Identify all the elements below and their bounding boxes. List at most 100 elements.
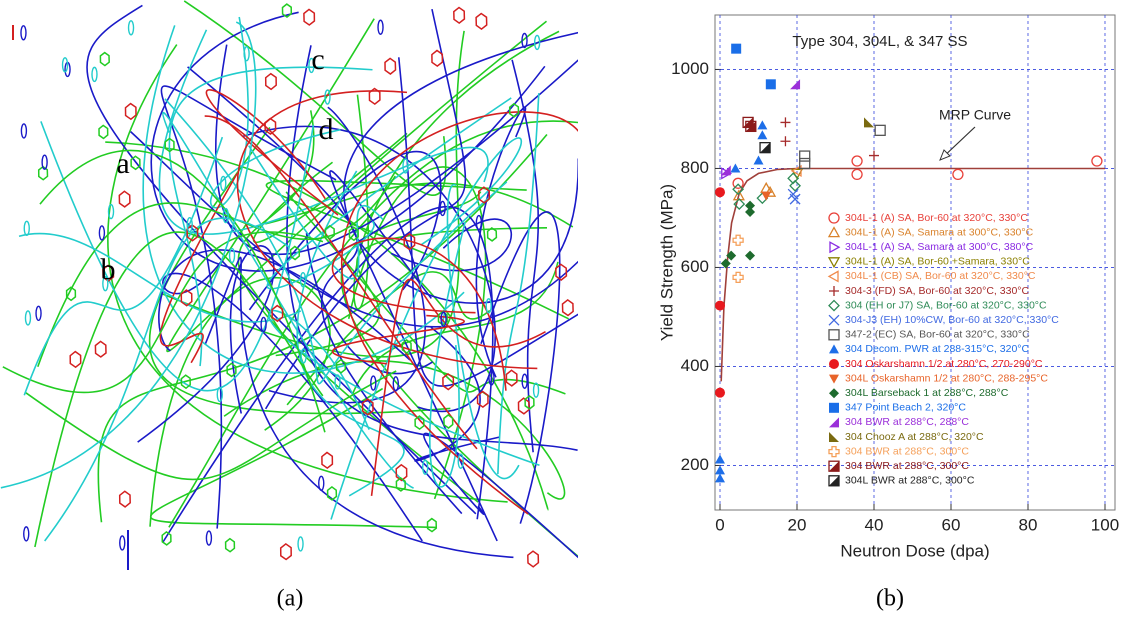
dislocation-line [340,111,578,515]
marker-part [829,286,839,296]
annotation: MRP Curve [939,107,1011,123]
defect-loop [118,490,131,508]
marker-part [828,299,840,312]
dislocation-line [209,16,341,209]
defect-loop [361,398,374,416]
defect-loop [264,72,277,91]
dislocation-line [105,141,549,511]
y-tick-label: 800 [681,158,709,177]
defect-loop [505,369,518,387]
legend-marker [828,460,840,472]
x-tick-label: 100 [1091,515,1119,534]
legend-label: 304-3 (FD) SA, Bor-60 at 320°C, 330°C [845,285,1029,297]
legend-label: 304L BWR at 288°C, 300°C [845,475,975,487]
dislocation-line [142,25,465,374]
defect-loop [335,358,347,374]
dislocation-line [158,29,489,235]
data-point [780,117,791,128]
defect-loop [521,373,528,389]
defect-loop [555,263,568,281]
defect-loop [124,102,137,121]
defect-loop [426,517,438,533]
dislocation-line [2,231,324,394]
panel-caption: (b) [876,586,904,612]
defect-loop [384,57,397,75]
marker-part [828,445,840,458]
defect-loop [442,372,455,391]
defect-loop [368,87,381,106]
legend-marker [829,417,839,428]
dislocation-line [305,232,433,375]
defect-loop [94,340,107,358]
defect-loop [216,386,223,403]
marker-part [829,417,839,428]
marker-part [715,465,726,475]
simulation-image [0,0,578,572]
marker-part [827,257,841,269]
dislocation-line [150,387,437,529]
defect-loop [403,232,416,251]
dislocation-line [137,245,275,443]
defect-loop [334,374,341,390]
marker-part [732,271,744,283]
data-point [789,179,801,192]
x-tick-label: 60 [942,515,961,534]
marker-part [731,43,742,54]
defect-loop [326,485,338,501]
marker-part [789,179,801,192]
marker-part [761,191,772,201]
defect-loop [243,45,250,62]
defect-loop [164,137,175,153]
dislocation-line [429,221,466,488]
data-point [790,79,801,90]
defect-loop [264,117,277,136]
data-point [732,183,745,196]
legend-marker [828,329,840,341]
dislocation-line [296,170,405,497]
legend-marker [828,475,840,487]
defect-loop [186,216,193,233]
marker-part [720,258,731,269]
legend-label: 347-2 (EC) SA, Bor-60 at 320°C, 330°C [845,329,1030,341]
defect-loop [475,214,483,231]
dislocation-line [23,136,224,396]
marker-part [732,177,744,189]
legend-label: 304 Oskarshamn 1/2 at 280°C, 270-290°C [845,358,1043,370]
legend-marker [829,402,839,413]
x-tick-label: 20 [788,515,807,534]
dislocation-line [275,227,548,357]
marker-part [851,168,863,181]
dislocation-line [159,173,238,364]
dislocation-line [168,66,373,367]
legend-label: 304L Oskarshamn 1/2 at 280°C, 288-295°C [845,372,1048,384]
marker-part [757,120,768,130]
marker-part [829,402,839,413]
data-point [761,191,772,201]
legend-marker [829,286,839,296]
data-point [759,142,771,154]
marker-part [745,121,756,132]
legend-label: 304L-1 (CB) SA, Bor-60 at 320°C, 330°C [845,270,1036,282]
y-tick-label: 200 [681,455,709,474]
marker-part [745,250,756,261]
defect-loop [107,203,115,220]
dislocation-line [18,232,302,323]
defect-loop [102,275,109,292]
legend-marker [829,344,839,354]
defect-loop [453,6,466,25]
legend-label: 304 BWR at 288°C, 300°C [845,460,969,472]
dislocation-line [497,93,540,475]
defect-loop [303,8,316,26]
data-point [733,198,746,211]
defect-loop [300,348,307,364]
defect-loop [401,339,412,354]
defect-loop [392,376,399,392]
data-point [863,117,874,128]
marker-part [827,270,839,283]
marker-part [780,117,791,128]
data-point [868,150,879,161]
dislocation-line [44,217,290,542]
defect-loop [478,186,491,204]
defect-loop [475,12,488,31]
marker-part [733,198,746,211]
